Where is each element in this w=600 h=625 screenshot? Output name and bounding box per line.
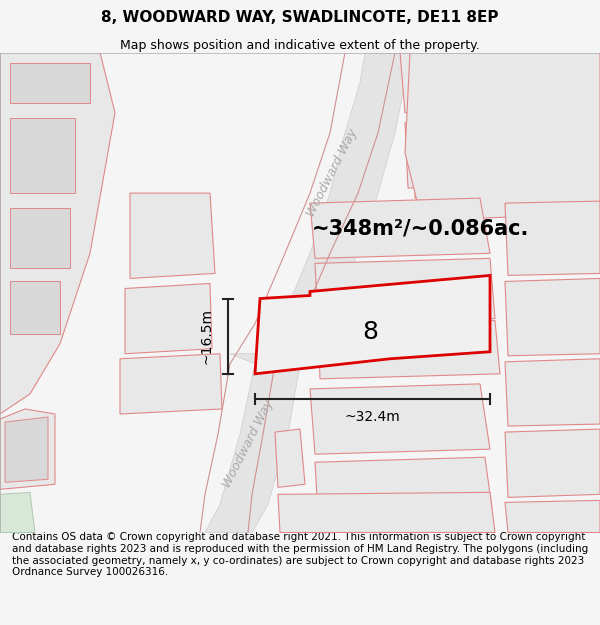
- Text: Map shows position and indicative extent of the property.: Map shows position and indicative extent…: [120, 39, 480, 52]
- Polygon shape: [420, 145, 590, 195]
- Polygon shape: [205, 354, 300, 532]
- Polygon shape: [125, 284, 212, 354]
- Polygon shape: [420, 74, 590, 141]
- Polygon shape: [0, 52, 115, 414]
- Polygon shape: [400, 52, 495, 112]
- Polygon shape: [275, 429, 305, 488]
- Text: Contains OS data © Crown copyright and database right 2021. This information is : Contains OS data © Crown copyright and d…: [12, 532, 588, 578]
- Polygon shape: [500, 112, 592, 185]
- Polygon shape: [315, 258, 495, 324]
- Polygon shape: [255, 52, 410, 364]
- Polygon shape: [505, 501, 600, 532]
- Polygon shape: [405, 118, 495, 188]
- Text: 8, WOODWARD WAY, SWADLINCOTE, DE11 8EP: 8, WOODWARD WAY, SWADLINCOTE, DE11 8EP: [101, 11, 499, 26]
- Polygon shape: [505, 279, 600, 356]
- Polygon shape: [278, 492, 495, 532]
- Text: ~32.4m: ~32.4m: [344, 410, 400, 424]
- Polygon shape: [505, 359, 600, 426]
- Polygon shape: [5, 417, 48, 482]
- Polygon shape: [120, 354, 222, 414]
- Polygon shape: [505, 429, 600, 498]
- Text: Woodward Way: Woodward Way: [304, 127, 360, 219]
- Polygon shape: [315, 457, 492, 514]
- Polygon shape: [405, 52, 600, 218]
- Polygon shape: [415, 68, 600, 203]
- Polygon shape: [130, 193, 215, 279]
- Text: ~16.5m: ~16.5m: [199, 308, 213, 364]
- Polygon shape: [505, 201, 600, 276]
- Polygon shape: [318, 321, 500, 379]
- Polygon shape: [0, 409, 55, 489]
- Polygon shape: [0, 492, 35, 532]
- Text: ~348m²/~0.086ac.: ~348m²/~0.086ac.: [311, 218, 529, 238]
- Polygon shape: [310, 384, 490, 454]
- Text: 8: 8: [362, 319, 378, 344]
- Polygon shape: [310, 198, 490, 258]
- Polygon shape: [10, 118, 75, 193]
- Polygon shape: [500, 52, 595, 112]
- Polygon shape: [255, 276, 490, 374]
- Text: Woodward Way: Woodward Way: [220, 398, 276, 491]
- Polygon shape: [10, 208, 70, 268]
- Polygon shape: [10, 281, 60, 334]
- Polygon shape: [10, 62, 90, 102]
